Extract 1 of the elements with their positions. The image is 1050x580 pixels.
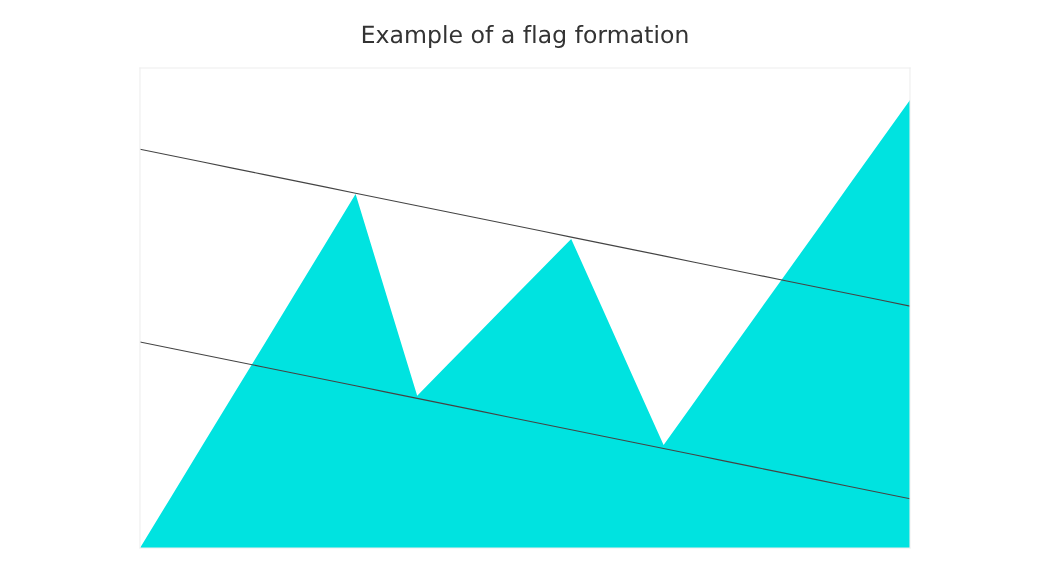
chart-title: Example of a flag formation — [362, 25, 688, 48]
